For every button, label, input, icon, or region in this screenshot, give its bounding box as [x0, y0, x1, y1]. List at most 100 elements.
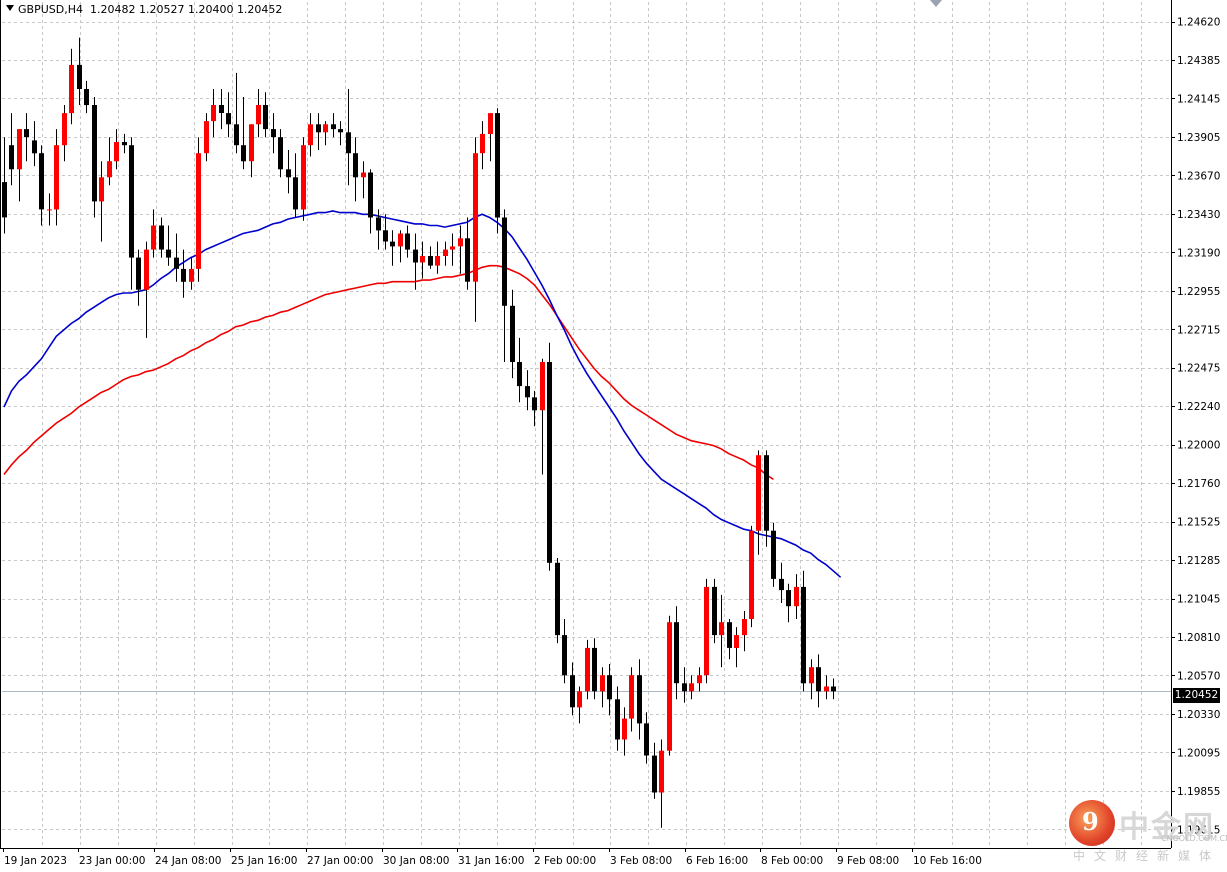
- chart-shift-marker-icon[interactable]: [930, 0, 942, 7]
- candle[interactable]: [390, 230, 395, 266]
- candle-body[interactable]: [667, 622, 672, 751]
- candle[interactable]: [234, 72, 239, 154]
- candle-body[interactable]: [271, 129, 276, 138]
- candle-body[interactable]: [562, 635, 567, 676]
- candle[interactable]: [824, 675, 829, 700]
- candle-body[interactable]: [473, 153, 478, 282]
- candle-body[interactable]: [577, 691, 582, 708]
- candle[interactable]: [286, 150, 291, 194]
- candle-body[interactable]: [495, 113, 500, 218]
- candle-body[interactable]: [428, 256, 433, 266]
- candle-body[interactable]: [204, 121, 209, 154]
- candle[interactable]: [488, 113, 493, 162]
- candle[interactable]: [47, 193, 52, 226]
- candle-body[interactable]: [166, 249, 171, 258]
- candle[interactable]: [241, 97, 246, 170]
- candle-body[interactable]: [443, 249, 448, 256]
- candle[interactable]: [727, 619, 732, 660]
- candle-body[interactable]: [659, 750, 664, 793]
- candle-body[interactable]: [368, 172, 373, 218]
- candle-body[interactable]: [84, 89, 89, 106]
- candle-body[interactable]: [9, 145, 14, 170]
- candle[interactable]: [465, 217, 470, 290]
- candle-body[interactable]: [136, 257, 141, 290]
- candle-body[interactable]: [652, 755, 657, 793]
- candle[interactable]: [151, 209, 156, 258]
- candle[interactable]: [226, 92, 231, 138]
- candle-body[interactable]: [756, 455, 761, 531]
- candle-body[interactable]: [532, 397, 537, 411]
- candle-body[interactable]: [465, 238, 470, 282]
- candle[interactable]: [383, 214, 388, 250]
- candles[interactable]: [2, 37, 836, 828]
- candle[interactable]: [278, 129, 283, 178]
- candle-body[interactable]: [637, 675, 642, 724]
- candle-body[interactable]: [234, 124, 239, 146]
- candle-body[interactable]: [480, 133, 485, 154]
- candle[interactable]: [712, 578, 717, 644]
- candle[interactable]: [69, 48, 74, 125]
- candle[interactable]: [316, 113, 321, 150]
- candle[interactable]: [525, 370, 530, 411]
- candle[interactable]: [77, 37, 82, 105]
- candle[interactable]: [107, 137, 112, 186]
- candle-body[interactable]: [189, 268, 194, 282]
- candle[interactable]: [256, 89, 261, 138]
- candle[interactable]: [405, 225, 410, 258]
- candle-body[interactable]: [151, 225, 156, 250]
- candle-body[interactable]: [719, 622, 724, 636]
- candle-body[interactable]: [181, 268, 186, 282]
- candle[interactable]: [308, 113, 313, 157]
- candle-body[interactable]: [622, 718, 627, 740]
- candle-body[interactable]: [92, 105, 97, 202]
- candle[interactable]: [353, 137, 358, 202]
- candle-body[interactable]: [99, 177, 104, 202]
- candle-body[interactable]: [219, 105, 224, 113]
- candle[interactable]: [181, 249, 186, 298]
- candle-body[interactable]: [54, 145, 59, 210]
- candle-body[interactable]: [249, 124, 254, 162]
- candle-body[interactable]: [196, 153, 201, 269]
- candle-body[interactable]: [712, 586, 717, 636]
- candle-body[interactable]: [734, 635, 739, 648]
- candle[interactable]: [510, 289, 515, 379]
- candle[interactable]: [734, 627, 739, 668]
- candle[interactable]: [129, 137, 134, 290]
- candle[interactable]: [62, 105, 67, 162]
- candle[interactable]: [174, 233, 179, 282]
- candle[interactable]: [794, 574, 799, 619]
- candle[interactable]: [204, 113, 209, 162]
- candle[interactable]: [615, 686, 620, 751]
- candle-body[interactable]: [771, 530, 776, 579]
- candle[interactable]: [682, 667, 687, 703]
- candle[interactable]: [674, 606, 679, 700]
- candle-body[interactable]: [278, 137, 283, 170]
- candle[interactable]: [764, 450, 769, 547]
- candle-body[interactable]: [585, 647, 590, 692]
- candle-body[interactable]: [383, 230, 388, 242]
- candle-body[interactable]: [398, 233, 403, 247]
- candle[interactable]: [697, 667, 702, 692]
- candle[interactable]: [361, 161, 366, 199]
- candle[interactable]: [99, 161, 104, 242]
- candle-body[interactable]: [361, 172, 366, 178]
- candle-body[interactable]: [742, 619, 747, 636]
- candle-body[interactable]: [256, 105, 261, 125]
- candle[interactable]: [801, 570, 806, 692]
- candle[interactable]: [420, 241, 425, 279]
- candle[interactable]: [607, 664, 612, 716]
- candle[interactable]: [749, 525, 754, 628]
- candle[interactable]: [644, 712, 649, 764]
- candle[interactable]: [473, 137, 478, 322]
- candle[interactable]: [719, 594, 724, 668]
- candle-body[interactable]: [159, 225, 164, 250]
- candle-body[interactable]: [809, 667, 814, 684]
- dropdown-triangle-icon[interactable]: [6, 5, 14, 11]
- candle-body[interactable]: [263, 105, 268, 130]
- candle-body[interactable]: [376, 217, 381, 231]
- candle-body[interactable]: [17, 129, 22, 170]
- candle-body[interactable]: [488, 113, 493, 134]
- candle[interactable]: [517, 337, 522, 403]
- candle-body[interactable]: [353, 153, 358, 178]
- candle[interactable]: [540, 358, 545, 475]
